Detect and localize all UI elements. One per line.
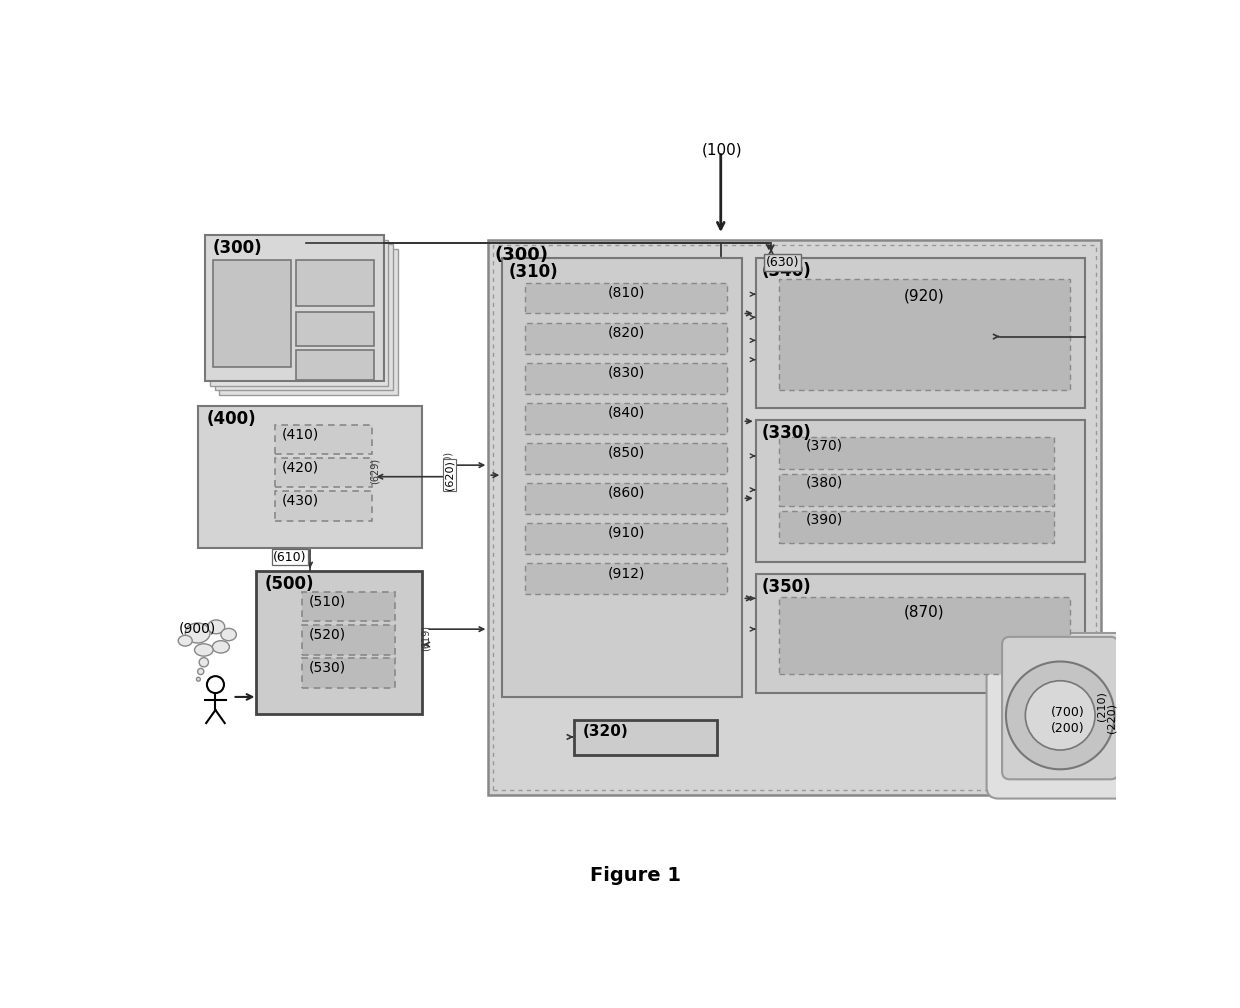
Circle shape: [197, 668, 203, 674]
Text: (620): (620): [443, 451, 453, 477]
Text: Figure 1: Figure 1: [590, 866, 681, 885]
Bar: [526, 483, 727, 514]
Text: (200): (200): [1052, 722, 1085, 735]
Text: (910): (910): [608, 526, 645, 540]
Bar: [206, 235, 383, 381]
Circle shape: [1025, 680, 1095, 750]
Text: (220): (220): [1107, 703, 1117, 733]
Text: (619): (619): [420, 625, 430, 651]
Text: (820): (820): [608, 326, 645, 340]
Text: (850): (850): [608, 446, 645, 460]
Bar: [296, 311, 373, 346]
Bar: [526, 363, 727, 393]
Bar: [494, 245, 1096, 790]
Text: (300): (300): [495, 246, 548, 264]
Text: (380): (380): [806, 476, 843, 490]
Text: (700): (700): [1052, 707, 1085, 719]
Bar: [303, 593, 396, 622]
Bar: [526, 523, 727, 553]
Text: (510): (510): [309, 595, 346, 609]
Ellipse shape: [207, 620, 224, 634]
Bar: [779, 279, 1069, 390]
Ellipse shape: [185, 623, 210, 643]
Text: (620): (620): [444, 461, 455, 490]
Bar: [219, 249, 398, 395]
Circle shape: [1006, 661, 1115, 769]
FancyBboxPatch shape: [1002, 637, 1118, 779]
Bar: [779, 597, 1069, 673]
Circle shape: [196, 677, 201, 681]
Bar: [255, 572, 423, 714]
Text: (400): (400): [207, 409, 257, 427]
Bar: [755, 258, 1085, 408]
Text: (900): (900): [179, 622, 216, 635]
Text: (830): (830): [608, 366, 645, 380]
Ellipse shape: [179, 635, 192, 646]
Bar: [296, 260, 373, 305]
Bar: [215, 244, 393, 390]
Text: (320): (320): [583, 724, 629, 739]
Bar: [303, 625, 396, 654]
Bar: [275, 491, 372, 520]
Circle shape: [200, 657, 208, 667]
Ellipse shape: [195, 644, 213, 656]
Text: (340): (340): [761, 262, 811, 280]
Text: (520): (520): [309, 628, 346, 642]
FancyBboxPatch shape: [987, 633, 1133, 798]
Text: (300): (300): [213, 239, 263, 257]
Bar: [210, 240, 388, 386]
Bar: [303, 658, 396, 687]
Bar: [755, 574, 1085, 694]
Bar: [526, 403, 727, 433]
Text: (610): (610): [273, 550, 306, 563]
Bar: [526, 562, 727, 594]
Bar: [213, 260, 290, 367]
Ellipse shape: [221, 628, 237, 641]
Bar: [755, 419, 1085, 562]
Text: (100): (100): [702, 142, 742, 157]
Text: (870): (870): [904, 605, 944, 620]
Text: (310): (310): [508, 263, 558, 281]
Text: (810): (810): [608, 285, 645, 299]
Ellipse shape: [212, 641, 229, 653]
Bar: [779, 474, 1054, 506]
Text: (370): (370): [806, 438, 843, 453]
Text: (530): (530): [309, 660, 346, 674]
Text: (500): (500): [265, 576, 315, 594]
Text: (840): (840): [608, 406, 645, 420]
Text: (920): (920): [904, 289, 944, 303]
Bar: [526, 282, 727, 313]
Text: (210): (210): [1096, 691, 1106, 721]
Text: (860): (860): [608, 486, 645, 500]
Bar: [502, 258, 743, 697]
Bar: [526, 443, 727, 474]
Text: (390): (390): [806, 513, 843, 527]
Text: (410): (410): [281, 427, 319, 442]
Text: (350): (350): [761, 578, 811, 596]
Text: (629): (629): [370, 459, 381, 485]
Text: (630): (630): [766, 256, 800, 269]
Bar: [573, 720, 717, 755]
Text: (420): (420): [281, 461, 319, 475]
Bar: [779, 511, 1054, 543]
Text: (430): (430): [281, 494, 319, 508]
Text: (912): (912): [608, 566, 645, 580]
Text: (330): (330): [761, 423, 811, 442]
Bar: [489, 240, 1101, 794]
Bar: [296, 351, 373, 380]
Bar: [779, 436, 1054, 469]
Bar: [526, 323, 727, 354]
Bar: [275, 425, 372, 455]
Bar: [197, 406, 423, 548]
Bar: [275, 459, 372, 488]
